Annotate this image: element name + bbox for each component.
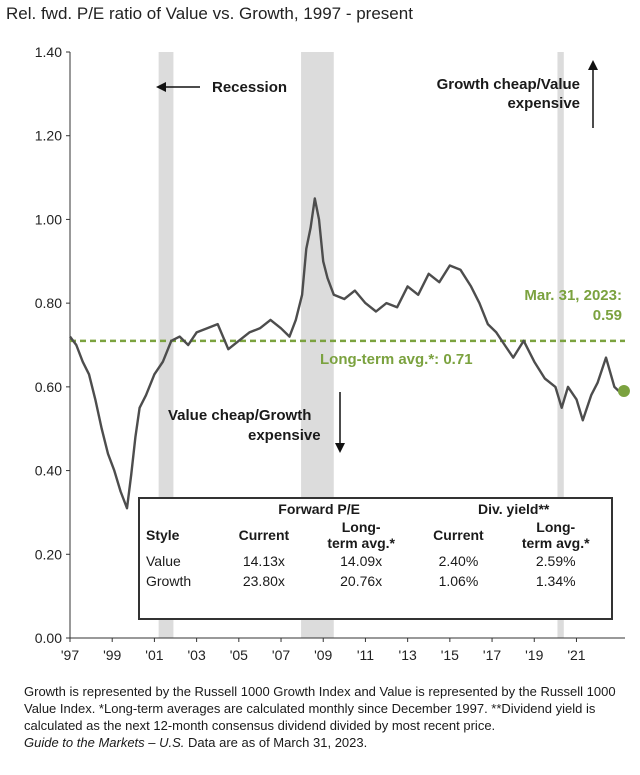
latest-value-label: 0.59 [593, 307, 622, 324]
x-tick-label: '07 [272, 647, 290, 663]
table-cell: 14.13x [242, 553, 285, 569]
y-tick-label: 0.60 [35, 379, 62, 395]
header-avg-pe: Long-term avg.* [327, 519, 396, 551]
table-cell: 1.34% [535, 573, 576, 589]
x-tick-label: '97 [61, 647, 79, 663]
group-div-yield: Div. yield** [478, 501, 550, 517]
latest-value-label: Mar. 31, 2023: [524, 287, 622, 304]
footnote-date: Data are as of March 31, 2023. [184, 735, 368, 750]
footnote-text: Growth is represented by the Russell 100… [24, 684, 616, 733]
y-tick-label: 1.20 [35, 128, 62, 144]
latest-value-dot [617, 385, 630, 398]
x-tick-label: '11 [357, 647, 374, 663]
table-cell: 20.76x [340, 573, 383, 589]
x-tick-label: '19 [525, 647, 543, 663]
header-current-pe: Current [238, 527, 290, 543]
y-tick-label: 0.40 [35, 463, 62, 479]
x-tick-label: '09 [314, 647, 332, 663]
x-tick-label: '13 [399, 647, 417, 663]
y-tick-label: 0.20 [35, 546, 62, 562]
x-tick-label: '03 [187, 647, 205, 663]
table-cell: 2.40% [438, 553, 479, 569]
up-arrow-head [588, 60, 598, 70]
down-arrow-head [335, 443, 345, 453]
recession-label: Recession [212, 79, 287, 96]
x-tick-label: '99 [103, 647, 121, 663]
y-tick-label: 0.00 [35, 630, 62, 646]
footnote-source: Guide to the Markets – U.S. [24, 735, 185, 750]
header-style: Style [146, 527, 180, 543]
row-label: Growth [146, 573, 192, 589]
header-avg-yield: Long-term avg.* [521, 519, 590, 551]
header-current-yield: Current [433, 527, 484, 543]
valuation-table: Forward P/E Div. yield** Style Current L… [138, 497, 613, 620]
y-tick-label: 1.40 [35, 44, 62, 60]
recession-arrow-head [156, 82, 166, 92]
x-tick-label: '21 [567, 647, 585, 663]
table-cell: 2.59% [535, 553, 576, 569]
long-term-average-label: Long-term avg.*: 0.71 [320, 351, 473, 368]
value-growth-pe-line [69, 197, 620, 510]
group-forward-pe: Forward P/E [278, 501, 360, 517]
table-row: Value 14.13x 14.09x 2.40% 2.59% [140, 551, 611, 571]
value-cheap-label: expensive [248, 427, 321, 444]
table-cell: 23.80x [242, 573, 285, 589]
chart-title: Rel. fwd. P/E ratio of Value vs. Growth,… [6, 4, 413, 23]
growth-cheap-label: expensive [507, 95, 580, 112]
recession-band [158, 52, 174, 638]
x-tick-label: '05 [230, 647, 248, 663]
recession-band [557, 52, 564, 638]
value-cheap-label: Value cheap/Growth [168, 407, 311, 424]
x-tick-label: '17 [483, 647, 501, 663]
x-tick-label: '01 [145, 647, 163, 663]
footnote: Growth is represented by the Russell 100… [24, 683, 624, 751]
row-label: Value [146, 553, 181, 569]
x-tick-label: '15 [441, 647, 459, 663]
growth-cheap-label: Growth cheap/Value [437, 76, 580, 93]
table-row: Growth 23.80x 20.76x 1.06% 1.34% [140, 571, 611, 591]
table-cell: 1.06% [438, 573, 479, 589]
y-tick-label: 0.80 [35, 295, 62, 311]
y-tick-label: 1.00 [35, 211, 62, 227]
table-cell: 14.09x [340, 553, 383, 569]
